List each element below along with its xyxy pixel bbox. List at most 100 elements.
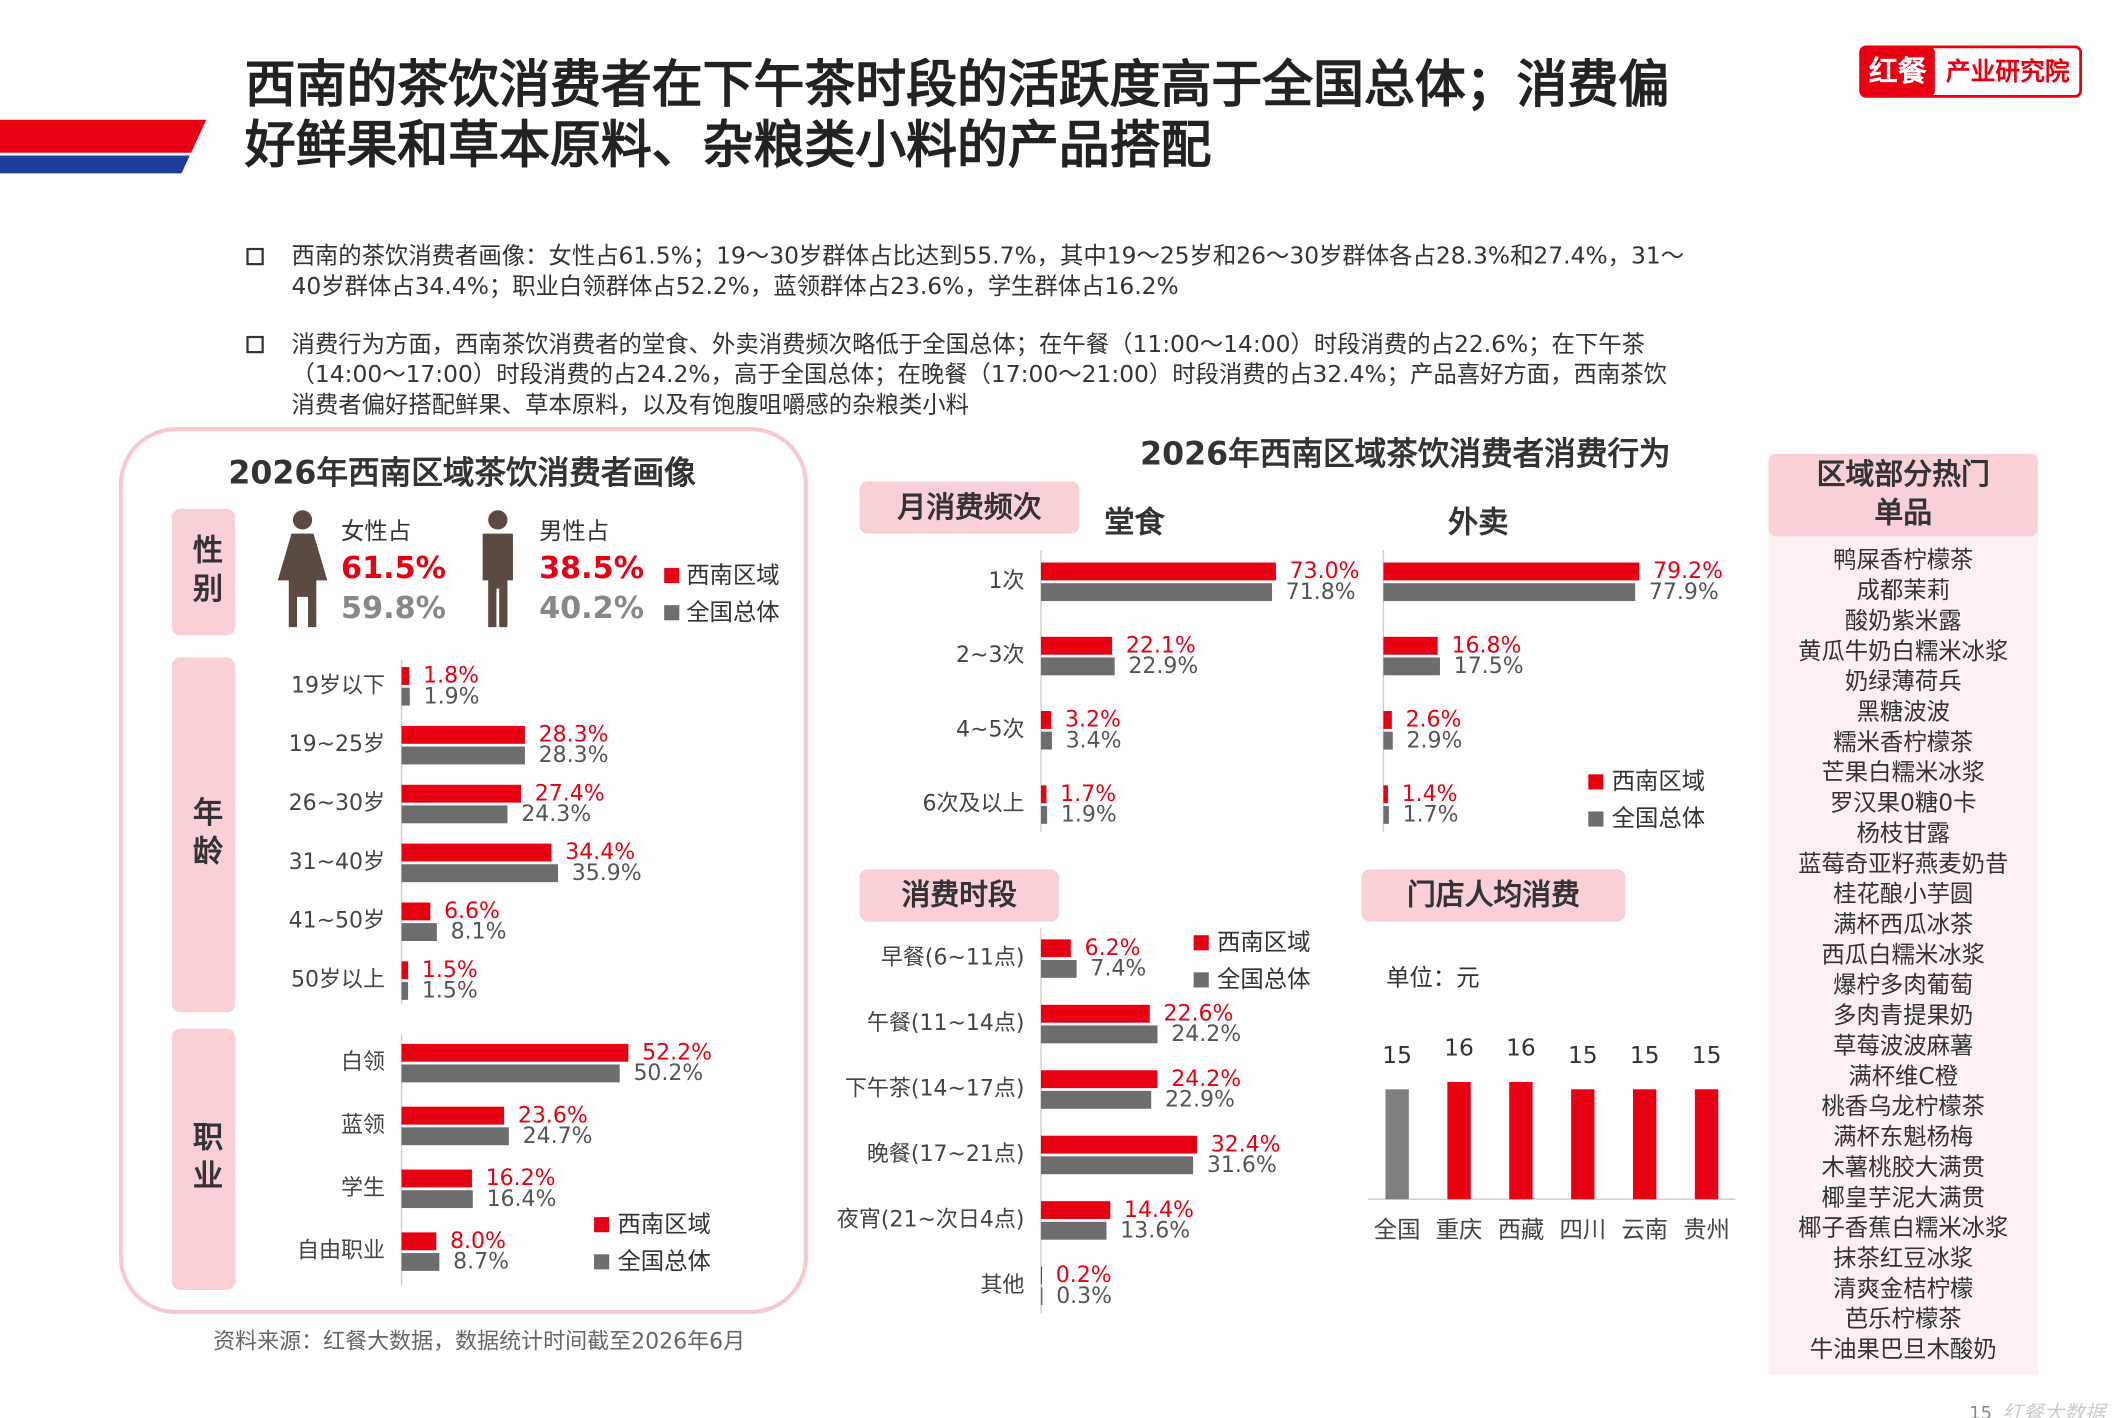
value-label: 22.1%	[1126, 633, 1196, 658]
bar	[401, 1106, 505, 1125]
bar	[401, 746, 525, 765]
category-label: 午餐(11~14点)	[867, 1011, 1025, 1036]
value-label: 7.4%	[1090, 957, 1146, 982]
hot-title: 区域部分热门	[1817, 457, 1990, 491]
bar	[1383, 636, 1438, 655]
bullet-text: 消费者偏好搭配鲜果、草本原料，以及有饱腹咀嚼感的杂粮类小料	[292, 390, 969, 418]
bar	[1447, 1081, 1471, 1200]
bar	[401, 923, 437, 941]
gender-value: 40.2%	[539, 591, 644, 626]
bar	[1040, 785, 1047, 804]
bar	[1040, 1025, 1158, 1044]
value-label: 16	[1444, 1033, 1474, 1061]
gender-value: 38.5%	[539, 551, 644, 586]
value-label: 8.7%	[453, 1250, 509, 1275]
category-label: 2~3次	[956, 643, 1024, 668]
value-label: 13.6%	[1120, 1218, 1190, 1243]
category-label: 西藏	[1498, 1215, 1545, 1243]
hot-item: 酸奶紫米露	[1845, 606, 1962, 634]
value-label: 34.4%	[565, 840, 635, 865]
bar	[1385, 1089, 1409, 1200]
legend-swatch	[664, 605, 680, 621]
value-label: 16.2%	[486, 1166, 556, 1191]
title: 西南的茶饮消费者在下午茶时段的活跃度高于全国总体；消费偏	[245, 55, 1669, 114]
category-label: 全国	[1374, 1215, 1421, 1243]
bar	[401, 843, 552, 862]
value-label: 1.9%	[424, 684, 480, 709]
value-label: 0.3%	[1056, 1284, 1112, 1309]
gender-label: 男性占	[539, 517, 609, 545]
bar	[401, 902, 431, 921]
hot-item: 满杯东魁杨梅	[1833, 1123, 1973, 1151]
header-band	[0, 119, 207, 153]
value-label: 8.0%	[450, 1229, 506, 1254]
hot-item: 桃香乌龙柠檬茶	[1821, 1092, 1985, 1120]
gender-value: 59.8%	[341, 591, 446, 626]
legend-label: 全国总体	[1217, 965, 1310, 993]
bar	[401, 1190, 473, 1209]
value-label: 24.2%	[1171, 1022, 1241, 1047]
hot-item: 桂花酿小芋圆	[1833, 880, 1973, 908]
bar	[1383, 711, 1392, 729]
legend-label: 西南区域	[686, 561, 779, 589]
value-label: 24.2%	[1171, 1067, 1241, 1092]
bar	[1571, 1089, 1595, 1200]
hot-item: 黄瓜牛奶白糯米冰浆	[1798, 637, 2008, 665]
bar	[1040, 1266, 1042, 1285]
hot-item: 椰皇芋泥大满贯	[1821, 1183, 1985, 1211]
bar	[1040, 583, 1273, 602]
bar	[401, 1043, 629, 1062]
bar	[401, 667, 410, 685]
category-label: 四川	[1559, 1215, 1606, 1243]
legend-label: 西南区域	[617, 1210, 710, 1238]
hot-item: 鸭屎香柠檬茶	[1833, 546, 1973, 574]
male-icon	[482, 510, 513, 628]
hot-item: 满杯维C橙	[1848, 1062, 1958, 1090]
bar	[1040, 731, 1052, 750]
value-label: 1.7%	[1060, 782, 1116, 807]
category-label: 晚餐(17~21点)	[867, 1142, 1025, 1167]
hot-item: 蓝莓奇亚籽燕麦奶昔	[1798, 849, 2008, 877]
hot-item: 芭乐柠檬茶	[1845, 1305, 1962, 1333]
label-box	[1361, 869, 1626, 922]
hot-item: 多肉青提果奶	[1833, 1001, 1973, 1029]
logo	[1860, 46, 1935, 97]
bar	[401, 1232, 437, 1251]
value-label: 15	[1382, 1041, 1412, 1069]
legend-label: 西南区域	[1217, 928, 1310, 956]
bar	[1040, 657, 1115, 676]
bar	[1040, 939, 1071, 958]
legend-swatch	[1193, 935, 1209, 951]
section-label-box	[171, 508, 236, 636]
legend-swatch	[1588, 811, 1604, 827]
section-label: 职业	[187, 1121, 223, 1198]
category-label: 19~25岁	[289, 732, 385, 757]
value-label: 32.4%	[1211, 1132, 1281, 1157]
bar	[401, 784, 521, 803]
gender-value: 61.5%	[341, 551, 446, 586]
section-label-box	[171, 1028, 236, 1291]
bar	[1040, 1156, 1194, 1175]
logo-brand: 红餐	[1869, 54, 1927, 88]
legend-swatch	[594, 1254, 610, 1270]
value-label: 1.8%	[423, 664, 479, 689]
value-label: 71.8%	[1286, 580, 1356, 605]
header-band	[0, 155, 190, 174]
bar	[1509, 1081, 1533, 1200]
bar	[1040, 805, 1048, 824]
section-label: 性别	[187, 533, 223, 610]
footer-brand: 红餐大数据	[2002, 1401, 2108, 1418]
hot-item: 杨枝甘露	[1857, 819, 1950, 847]
gender-label: 女性占	[341, 517, 411, 545]
unit-label: 单位：元	[1386, 964, 1479, 992]
value-label: 1.4%	[1402, 782, 1458, 807]
value-label: 14.4%	[1124, 1198, 1194, 1223]
portrait-title: 2026年西南区域茶饮消费者画像	[228, 456, 696, 492]
bar	[1383, 583, 1636, 602]
bar	[401, 687, 410, 706]
value-label: 50.2%	[633, 1061, 703, 1086]
hot-item: 爆柠多肉葡萄	[1833, 971, 1973, 999]
hot-item: 成都茉莉	[1857, 576, 1950, 604]
hot-item: 满杯西瓜冰茶	[1833, 910, 1973, 938]
